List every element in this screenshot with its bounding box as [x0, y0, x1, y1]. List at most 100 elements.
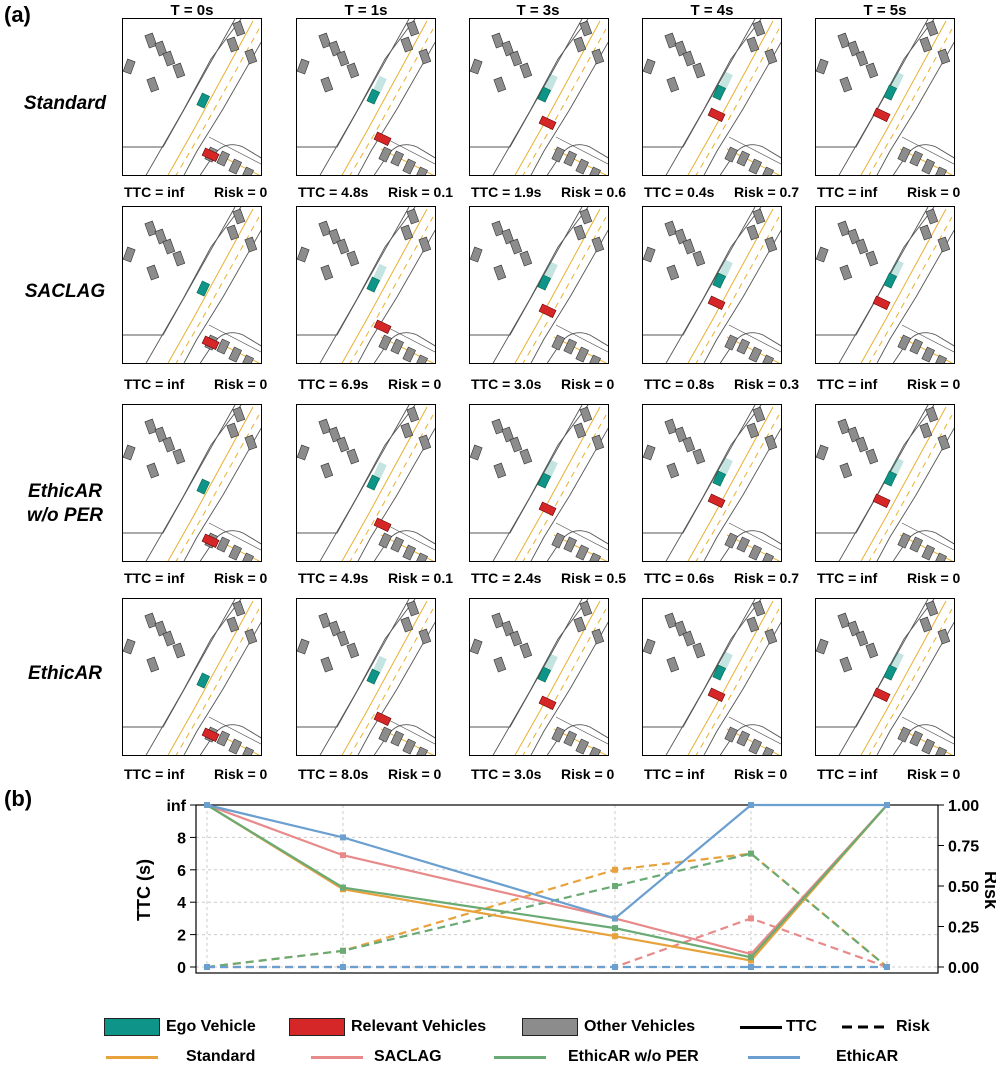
other-vehicle [748, 158, 762, 175]
ttc-caption: TTC = 0.4s [644, 184, 715, 200]
right-tick-label: 0.25 [948, 920, 979, 937]
road-edge [183, 229, 261, 363]
road-edge [816, 599, 929, 728]
road-edge [703, 41, 781, 175]
road-edge [876, 621, 954, 755]
relevant-vehicle [872, 687, 891, 702]
legend-ethicar-line [748, 1056, 800, 1059]
ttc-saclag-point [340, 852, 346, 859]
scene-panel-r3-c1 [296, 598, 436, 756]
row-label-ethicar-wo-per: EthicAR w/o PER [26, 481, 103, 526]
ego-vehicle [366, 668, 380, 685]
ttc-ethicar-point [612, 915, 618, 922]
other-vehicle [933, 552, 947, 561]
ego-vehicle [537, 274, 551, 291]
other-vehicle [724, 334, 738, 351]
lane-line [341, 406, 428, 561]
relevant-vehicle [538, 695, 557, 710]
road-edge [297, 405, 410, 534]
risk-caption: Risk = 0 [214, 570, 268, 586]
ego-vehicle [712, 84, 726, 101]
scene-map [816, 405, 954, 561]
other-vehicle [491, 418, 505, 435]
other-vehicle [146, 76, 160, 93]
lane-line [687, 208, 774, 363]
other-vehicle [724, 146, 738, 163]
risk-ethicar-point [884, 964, 890, 970]
other-vehicle [378, 726, 392, 743]
ego-vehicle [883, 470, 897, 487]
other-vehicle [921, 158, 935, 175]
relevant-vehicle [538, 501, 557, 516]
other-vehicle [470, 58, 483, 75]
legend-standard-label: Standard [186, 1048, 256, 1065]
other-vehicle [748, 346, 762, 363]
ttc-ethicar-point [748, 802, 754, 808]
other-vehicle [226, 422, 240, 439]
other-vehicle [837, 612, 851, 629]
other-vehicle [839, 656, 853, 673]
other-vehicle [491, 612, 505, 629]
scene-panel-r3-c2 [469, 598, 609, 756]
other-vehicle [519, 62, 533, 79]
risk-caption: Risk = 0 [388, 376, 442, 392]
other-vehicle [855, 436, 869, 453]
other-vehicle [937, 434, 951, 451]
other-vehicle [297, 58, 310, 75]
other-vehicle [897, 726, 911, 743]
other-vehicle [240, 746, 254, 755]
legend-ethicar-label: EthicAR [836, 1048, 899, 1065]
other-vehicle [921, 738, 935, 755]
ttc-ethicar-point [340, 834, 346, 841]
scene-map [297, 599, 435, 755]
other-vehicle [579, 406, 593, 423]
scene-panel-r3-c0 [122, 598, 262, 756]
other-vehicle [909, 150, 923, 167]
other-vehicle [402, 346, 416, 363]
other-vehicle [897, 532, 911, 549]
risk-caption: Risk = 0.5 [561, 570, 626, 586]
other-vehicle [123, 58, 136, 75]
scene-map [816, 599, 954, 755]
other-vehicle [320, 462, 334, 479]
risk-caption: Risk = 0 [561, 766, 615, 782]
road-edge [183, 41, 261, 175]
legend-risk-label: Risk [896, 1018, 930, 1035]
ttc-caption: TTC = inf [817, 184, 878, 200]
other-vehicle [123, 638, 136, 655]
relevant-vehicle [707, 493, 726, 508]
lane-line [341, 600, 428, 755]
other-vehicle [692, 448, 706, 465]
ttc-ethicar-w-o-per-point [612, 925, 618, 932]
left-axis-ticks: 0 2 4 6 8 inf [166, 798, 196, 977]
road-edge [643, 405, 756, 534]
ego-vehicle [366, 474, 380, 491]
other-vehicle [575, 158, 589, 175]
other-vehicle [816, 246, 829, 263]
relevant-vehicle [707, 107, 726, 122]
road-edge [492, 405, 589, 561]
scene-panel-r1-c0 [122, 206, 262, 364]
road-edge [665, 599, 762, 755]
other-vehicle [865, 642, 879, 659]
road-edge [703, 427, 781, 561]
relevant-vehicle [538, 115, 557, 130]
other-vehicle [760, 552, 774, 561]
other-vehicle [226, 616, 240, 633]
other-vehicle [563, 536, 577, 553]
other-vehicle [232, 208, 246, 225]
other-vehicle [839, 462, 853, 479]
other-vehicle [318, 418, 332, 435]
other-vehicle [816, 638, 829, 655]
other-vehicle [226, 224, 240, 241]
road-edge [530, 229, 608, 363]
road-edge [319, 19, 416, 175]
ego-vehicle [196, 672, 210, 689]
other-vehicle [509, 630, 523, 647]
ttc-ethicar-line [206, 803, 887, 920]
other-vehicle [682, 238, 696, 255]
ttc-caption: TTC = inf [817, 766, 878, 782]
other-vehicle [664, 220, 678, 237]
other-vehicle [146, 264, 160, 281]
road-edge [297, 19, 410, 148]
